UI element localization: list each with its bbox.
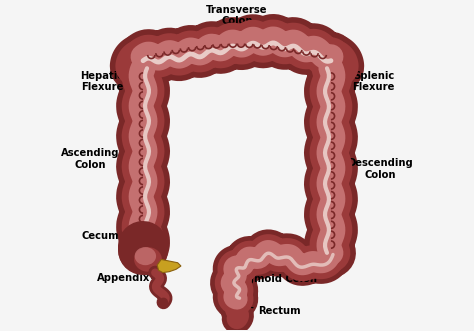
Text: Appendix: Appendix (97, 272, 156, 283)
Text: Descending
Colon: Descending Colon (340, 158, 413, 180)
Text: Rectum: Rectum (241, 305, 301, 316)
Ellipse shape (135, 247, 156, 265)
Text: Splenic
Flexure: Splenic Flexure (335, 68, 395, 92)
Text: Hepatic
Flexure: Hepatic Flexure (80, 68, 139, 92)
Polygon shape (157, 260, 181, 273)
Text: Cecum: Cecum (82, 231, 137, 249)
Ellipse shape (132, 245, 164, 273)
Circle shape (160, 298, 167, 306)
Text: Transverse
Colon: Transverse Colon (206, 5, 268, 41)
Text: Sigmoid Colon: Sigmoid Colon (236, 261, 317, 284)
Text: Ascending
Colon: Ascending Colon (61, 148, 134, 170)
